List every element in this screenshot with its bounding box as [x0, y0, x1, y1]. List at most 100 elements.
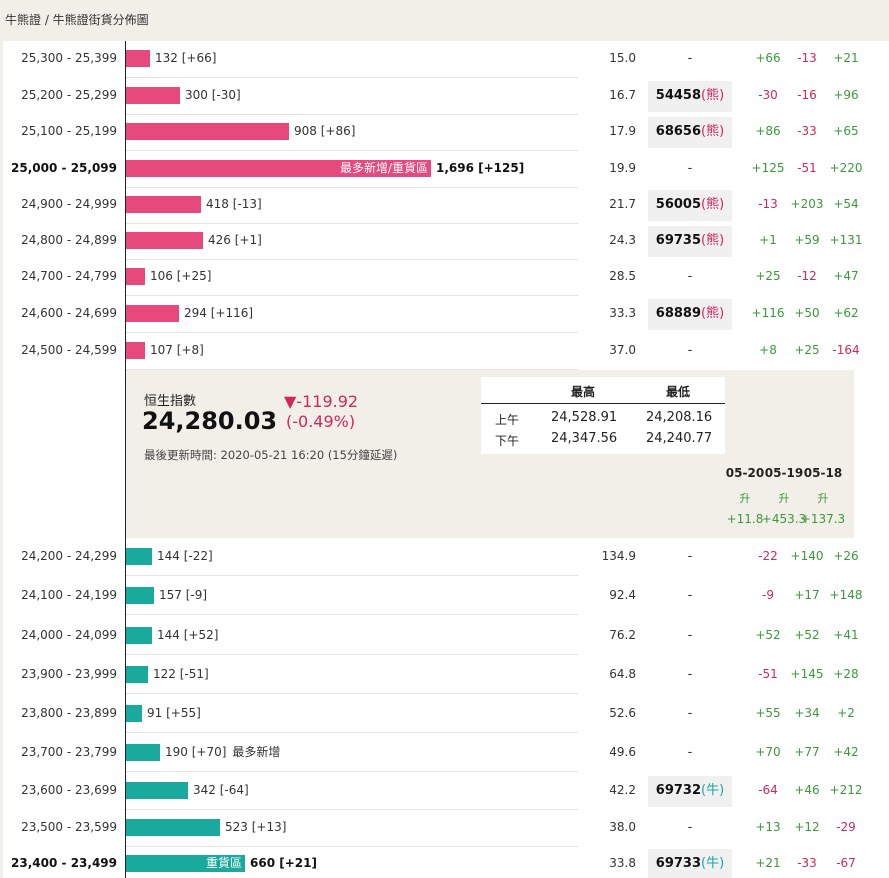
count-value: 157 [-9] [159, 588, 208, 602]
daily-change: +25 [794, 343, 820, 357]
bull-bar [126, 666, 148, 683]
bear-bar [126, 305, 179, 322]
warrant-code[interactable]: 69733(牛) [648, 849, 732, 878]
contract-count: 132 [+66] [155, 41, 216, 75]
strike-range: 23,600 - 23,699 [21, 783, 117, 797]
bear-bar [126, 87, 180, 104]
strike-range: 23,800 - 23,899 [21, 706, 117, 720]
strike-range: 23,700 - 23,799 [21, 745, 117, 759]
daily-change: +28 [833, 667, 859, 681]
strike-range: 24,700 - 24,799 [21, 269, 117, 283]
warrant-code-number: 68656 [655, 124, 702, 139]
high-low-header: 最高 最低 [481, 377, 725, 404]
daily-change: +145 [790, 667, 824, 681]
warrant-code-number: - [687, 269, 693, 284]
ratio-value: 17.9 [609, 124, 636, 138]
daily-change: +131 [829, 233, 863, 247]
row-divider [126, 771, 578, 772]
warrant-code: - [648, 581, 732, 612]
warrant-code: - [648, 336, 732, 367]
daily-change: +55 [755, 706, 781, 720]
contract-count: 122 [-51] [153, 657, 209, 691]
ratio-value: 134.9 [601, 549, 636, 563]
contract-count: 660 [+21] [250, 846, 317, 878]
daily-change: +17 [794, 588, 820, 602]
warrant-code-number: 68889 [655, 306, 702, 321]
contract-count: 144 [-22] [157, 539, 213, 573]
strike-range: 23,400 - 23,499 [11, 856, 117, 870]
daily-change: +140 [790, 549, 824, 563]
warrant-code-number: 69733 [655, 856, 702, 871]
daily-change: +52 [755, 628, 781, 642]
contract-count: 426 [+1] [208, 223, 262, 257]
contract-count: 157 [-9] [159, 578, 207, 612]
bear-row: 24,600 - 24,699 294 [+116] 33.3 68889(熊) +11… [3, 296, 863, 333]
warrant-code-number: 54458 [655, 88, 702, 103]
warrant-code[interactable]: 68889(熊) [648, 299, 732, 330]
row-divider [126, 846, 578, 847]
daily-change: +125 [751, 161, 785, 175]
strike-range: 25,300 - 25,399 [21, 51, 117, 65]
daily-change: +2 [837, 706, 855, 720]
date-total: +453.3 [761, 512, 807, 526]
warrant-code[interactable]: 56005(熊) [648, 190, 732, 221]
count-value: 294 [+116] [184, 306, 254, 320]
daily-change: -13 [797, 51, 817, 65]
bear-row: 24,500 - 24,599 107 [+8] 37.0 - +8 +25 -164 [3, 333, 863, 370]
daily-change: +220 [829, 161, 863, 175]
high-low-table: 最高 最低 上午 24,528.91 24,208.16 下午 24,347.5… [481, 377, 725, 454]
bull-bar: 重貨區 [126, 855, 245, 872]
bear-row: 24,800 - 24,899 426 [+1] 24.3 69735(熊) +1 +59… [3, 223, 863, 260]
strike-range: 24,600 - 24,699 [21, 306, 117, 320]
warrant-code[interactable]: 69732(牛) [648, 776, 732, 807]
count-value: 144 [-22] [157, 549, 213, 563]
ratio-value: 21.7 [609, 197, 636, 211]
ratio-value: 92.4 [609, 588, 636, 602]
row-divider [126, 187, 578, 188]
daily-change: +21 [833, 51, 859, 65]
row-divider [126, 809, 578, 810]
daily-change: -16 [797, 88, 817, 102]
ratio-value: 24.3 [609, 233, 636, 247]
ratio-value: 19.9 [609, 161, 636, 175]
index-name: 恒生指數 [144, 394, 197, 409]
strike-range: 24,900 - 24,999 [21, 197, 117, 211]
daily-change: +148 [829, 588, 863, 602]
warrant-code: - [648, 699, 732, 730]
daily-change: -12 [797, 269, 817, 283]
daily-change: +1 [759, 233, 777, 247]
warrant-kind: (熊) [701, 88, 725, 103]
warrant-code: - [648, 660, 732, 691]
warrant-code: - [648, 813, 732, 844]
bull-row: 23,500 - 23,599 523 [+13] 38.0 - +13 +12 -29 [3, 810, 863, 847]
strike-range: 24,100 - 24,199 [21, 588, 117, 602]
row-divider [126, 114, 578, 115]
warrant-code: - [648, 621, 732, 652]
row-divider [126, 575, 578, 576]
count-value: 107 [+8] [150, 343, 204, 357]
daily-change: +47 [833, 269, 859, 283]
low-header: 最低 [666, 385, 691, 399]
warrant-code[interactable]: 69735(熊) [648, 226, 732, 257]
strike-range: 24,500 - 24,599 [21, 343, 117, 357]
bull-row: 23,400 - 23,499 重貨區 660 [+21] 33.8 69733(牛) +… [3, 846, 863, 878]
row-divider [126, 693, 578, 694]
daily-change: +116 [751, 306, 785, 320]
count-value: 426 [+1] [208, 233, 262, 247]
bear-row: 25,000 - 25,099 最多新增/重貨區 1,696 [+125] 19.9 -… [3, 151, 863, 188]
bear-row: 25,200 - 25,299 300 [-30] 16.7 54458(熊) -30 -… [3, 78, 863, 115]
warrant-code[interactable]: 54458(熊) [648, 81, 732, 112]
warrant-kind: (熊) [701, 233, 725, 248]
bull-row: 23,600 - 23,699 342 [-64] 42.2 69732(牛) -64 +… [3, 773, 863, 810]
warrant-code[interactable]: 68656(熊) [648, 117, 732, 148]
daily-change: +46 [794, 783, 820, 797]
daily-change: +203 [790, 197, 824, 211]
daily-change: +8 [759, 343, 777, 357]
bull-bar [126, 744, 160, 761]
strike-range: 24,800 - 24,899 [21, 233, 117, 247]
count-value: 190 [+70] [165, 745, 227, 759]
daily-change: +54 [833, 197, 859, 211]
bear-row: 24,900 - 24,999 418 [-13] 21.7 56005(熊) -13 +… [3, 187, 863, 224]
daily-change: +13 [755, 820, 781, 834]
daily-change: -33 [797, 856, 817, 870]
